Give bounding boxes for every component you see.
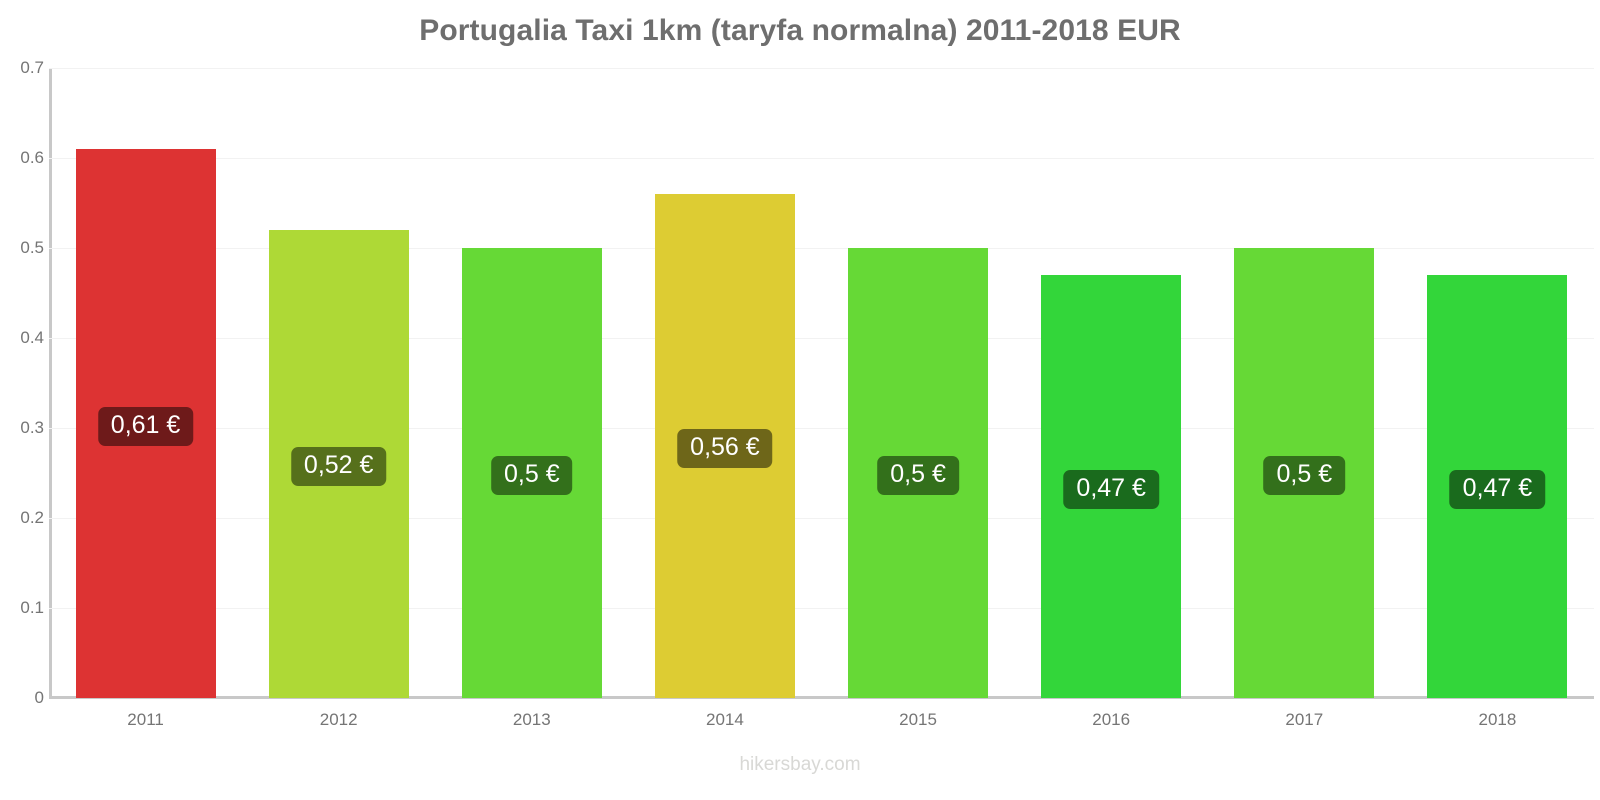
bar-value-label: 0,52 € (290, 447, 387, 486)
bar[interactable]: 0,5 € (461, 248, 602, 698)
bar-value-label: 0,56 € (677, 429, 773, 468)
source-watermark: hikersbay.com (739, 754, 861, 775)
y-axis-tick-label: 0.6 (20, 148, 44, 167)
y-axis-tick-label: 0.1 (20, 598, 44, 617)
gridline (49, 428, 1594, 429)
gridline (49, 248, 1594, 249)
bar[interactable]: 0,47 € (1041, 275, 1182, 698)
bar-value-label: 0,5 € (491, 456, 573, 495)
bar-value-label: 0,5 € (877, 456, 959, 495)
bar-value-label: 0,47 € (1063, 469, 1159, 509)
x-axis-tick-label: 2014 (706, 710, 744, 729)
x-axis-line (49, 696, 1594, 699)
bar[interactable]: 0,5 € (848, 248, 989, 698)
x-axis-tick-label: 2011 (127, 710, 164, 729)
gridline (49, 338, 1594, 339)
plot-area: 0,61 € 0,52 € 0,5 € 0,56 € 0,5 € 0,47 € 0,5 € 0… (49, 68, 1594, 698)
bar-value-label: 0,61 € (97, 406, 194, 446)
x-axis-tick-label: 2018 (1478, 710, 1517, 729)
gridline (49, 608, 1594, 609)
bar[interactable]: 0,47 € (1427, 275, 1568, 698)
x-axis-tick-label: 2017 (1285, 710, 1324, 729)
bar[interactable]: 0,5 € (1234, 248, 1375, 698)
y-axis-tick-label: 0.3 (20, 418, 44, 437)
bar-value-label: 0,5 € (1263, 456, 1346, 495)
page-title: Portugalia Taxi 1km (taryfa normalna) 20… (419, 14, 1181, 47)
y-axis-tick-label: 0.7 (20, 58, 44, 77)
x-axis-tick-label: 2012 (319, 710, 358, 729)
bar[interactable]: 0,56 € (654, 194, 795, 698)
y-axis-tick-label: 0.5 (20, 238, 44, 257)
y-axis-tick-label: 0.2 (20, 508, 44, 527)
y-axis-tick-label: 0 (34, 688, 44, 707)
bar[interactable]: 0,61 € (75, 149, 216, 698)
x-axis-tick-label: 2013 (512, 710, 551, 729)
x-axis-tick-label: 2016 (1092, 710, 1131, 729)
y-axis-tick-label: 0.4 (20, 328, 44, 347)
bar[interactable]: 0,52 € (268, 230, 409, 698)
bar-value-label: 0,47 € (1449, 469, 1546, 509)
gridline (49, 158, 1594, 159)
gridline (49, 68, 1594, 69)
gridline (49, 518, 1594, 519)
y-axis-line (49, 68, 52, 698)
x-axis-tick-label: 2015 (899, 710, 937, 729)
